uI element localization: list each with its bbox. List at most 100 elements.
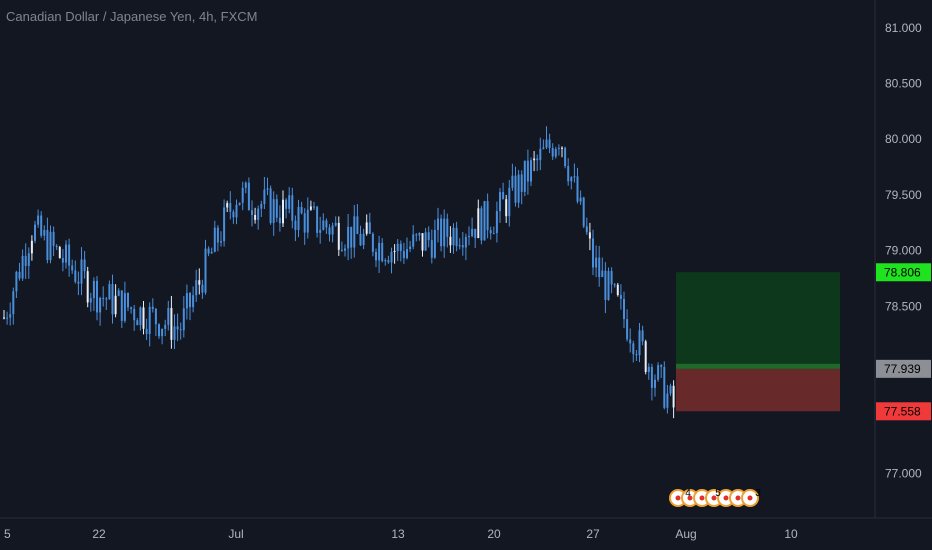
candle-body bbox=[71, 265, 74, 271]
candle-body bbox=[489, 230, 492, 234]
candle-body bbox=[344, 248, 346, 251]
candle-body bbox=[176, 326, 179, 330]
event-dot-icon bbox=[687, 495, 693, 501]
candle-body bbox=[223, 207, 226, 242]
time-tick-1: 22 bbox=[92, 527, 106, 541]
candle-body bbox=[626, 319, 629, 340]
candle-body bbox=[334, 222, 337, 226]
event-dot-icon bbox=[699, 495, 705, 501]
stop-zone[interactable] bbox=[676, 368, 840, 412]
candle-body bbox=[499, 192, 501, 212]
candle-body bbox=[663, 366, 666, 408]
target-zone[interactable] bbox=[676, 272, 840, 369]
candle-body bbox=[89, 298, 92, 303]
candle-body bbox=[139, 307, 142, 326]
candle-body bbox=[195, 280, 198, 296]
candle-body bbox=[189, 293, 191, 308]
candle-body bbox=[387, 260, 390, 263]
candle-body bbox=[601, 270, 604, 278]
candle-body bbox=[418, 233, 421, 236]
candle-body bbox=[495, 211, 498, 234]
candle-body bbox=[27, 253, 30, 266]
price-tag-stop-label: 77.558 bbox=[884, 404, 921, 418]
event-badges[interactable]: 4 5 3 bbox=[669, 488, 761, 507]
candle-body bbox=[464, 236, 467, 248]
candle-body bbox=[133, 308, 136, 321]
candle-body bbox=[15, 271, 18, 292]
price-tag-current: 77.939 bbox=[876, 359, 931, 378]
candle-body bbox=[647, 366, 650, 372]
candle-body bbox=[229, 203, 232, 212]
candle-body bbox=[18, 271, 21, 279]
candle-body bbox=[440, 218, 443, 247]
candle-body bbox=[52, 231, 55, 246]
candle-body bbox=[669, 385, 672, 394]
candle-body bbox=[303, 213, 306, 233]
candle-body bbox=[154, 308, 157, 325]
candle-body bbox=[430, 240, 433, 258]
candle-body bbox=[570, 177, 573, 182]
candle-body bbox=[526, 160, 529, 182]
candle-body bbox=[557, 148, 560, 150]
candle-body bbox=[241, 187, 244, 203]
candle-body bbox=[399, 243, 402, 252]
candle-body bbox=[161, 328, 164, 337]
candle-body bbox=[427, 232, 430, 241]
candle-body bbox=[285, 199, 288, 209]
candle-body bbox=[539, 148, 542, 161]
candle-body bbox=[356, 216, 359, 234]
candle-body bbox=[123, 292, 126, 321]
candle-body bbox=[604, 270, 607, 301]
candle-body bbox=[641, 330, 644, 342]
candle-body bbox=[632, 343, 635, 355]
candle-body bbox=[288, 195, 291, 209]
candle-body bbox=[275, 199, 278, 218]
price-tick-2: 80.000 bbox=[885, 132, 922, 146]
candle-body bbox=[251, 210, 253, 215]
price-tag-target-bg bbox=[876, 263, 931, 282]
candle-body bbox=[368, 222, 371, 234]
candle-body bbox=[492, 233, 495, 235]
candle-body bbox=[365, 222, 368, 234]
candle-body bbox=[74, 270, 77, 282]
candle-body bbox=[130, 307, 133, 309]
candle-body bbox=[99, 297, 102, 313]
candle-body bbox=[672, 385, 675, 408]
time-tick-3: 13 bbox=[391, 527, 405, 541]
candle-body bbox=[477, 208, 480, 239]
candle-body bbox=[167, 307, 170, 325]
candle-body bbox=[396, 243, 399, 252]
candle-body bbox=[278, 217, 281, 224]
candle-body bbox=[471, 228, 474, 237]
price-axis[interactable]: 81.000 80.500 80.000 79.500 79.000 78.500 77.0… bbox=[885, 21, 922, 481]
candle-body bbox=[390, 251, 393, 263]
candle-body bbox=[102, 297, 105, 299]
candle-body bbox=[164, 324, 167, 329]
candle-body bbox=[83, 259, 86, 272]
candle-body bbox=[409, 246, 412, 250]
candle-body bbox=[458, 245, 461, 247]
candle-body bbox=[272, 199, 275, 223]
candle-body bbox=[210, 251, 213, 254]
price-tag-current-label: 77.939 bbox=[884, 362, 921, 376]
candle-body bbox=[216, 227, 219, 243]
candle-body bbox=[337, 222, 340, 250]
candle-body bbox=[77, 281, 80, 284]
candle-body bbox=[300, 206, 303, 214]
candle-body bbox=[666, 393, 669, 408]
time-tick-6: Aug bbox=[675, 527, 696, 541]
candle-body bbox=[114, 295, 117, 315]
candle-body bbox=[238, 202, 241, 205]
candle-body bbox=[58, 247, 61, 259]
candle-body bbox=[266, 188, 269, 190]
candle-body bbox=[592, 238, 594, 268]
candle-body bbox=[393, 251, 396, 253]
candle-body bbox=[579, 197, 582, 202]
candle-body bbox=[523, 160, 526, 192]
candle-body bbox=[629, 339, 632, 344]
candle-body bbox=[313, 206, 315, 208]
time-axis[interactable]: 5 22 Jul 13 20 27 Aug 10 bbox=[4, 527, 798, 541]
candle-body bbox=[96, 280, 98, 313]
candle-body bbox=[3, 317, 5, 319]
